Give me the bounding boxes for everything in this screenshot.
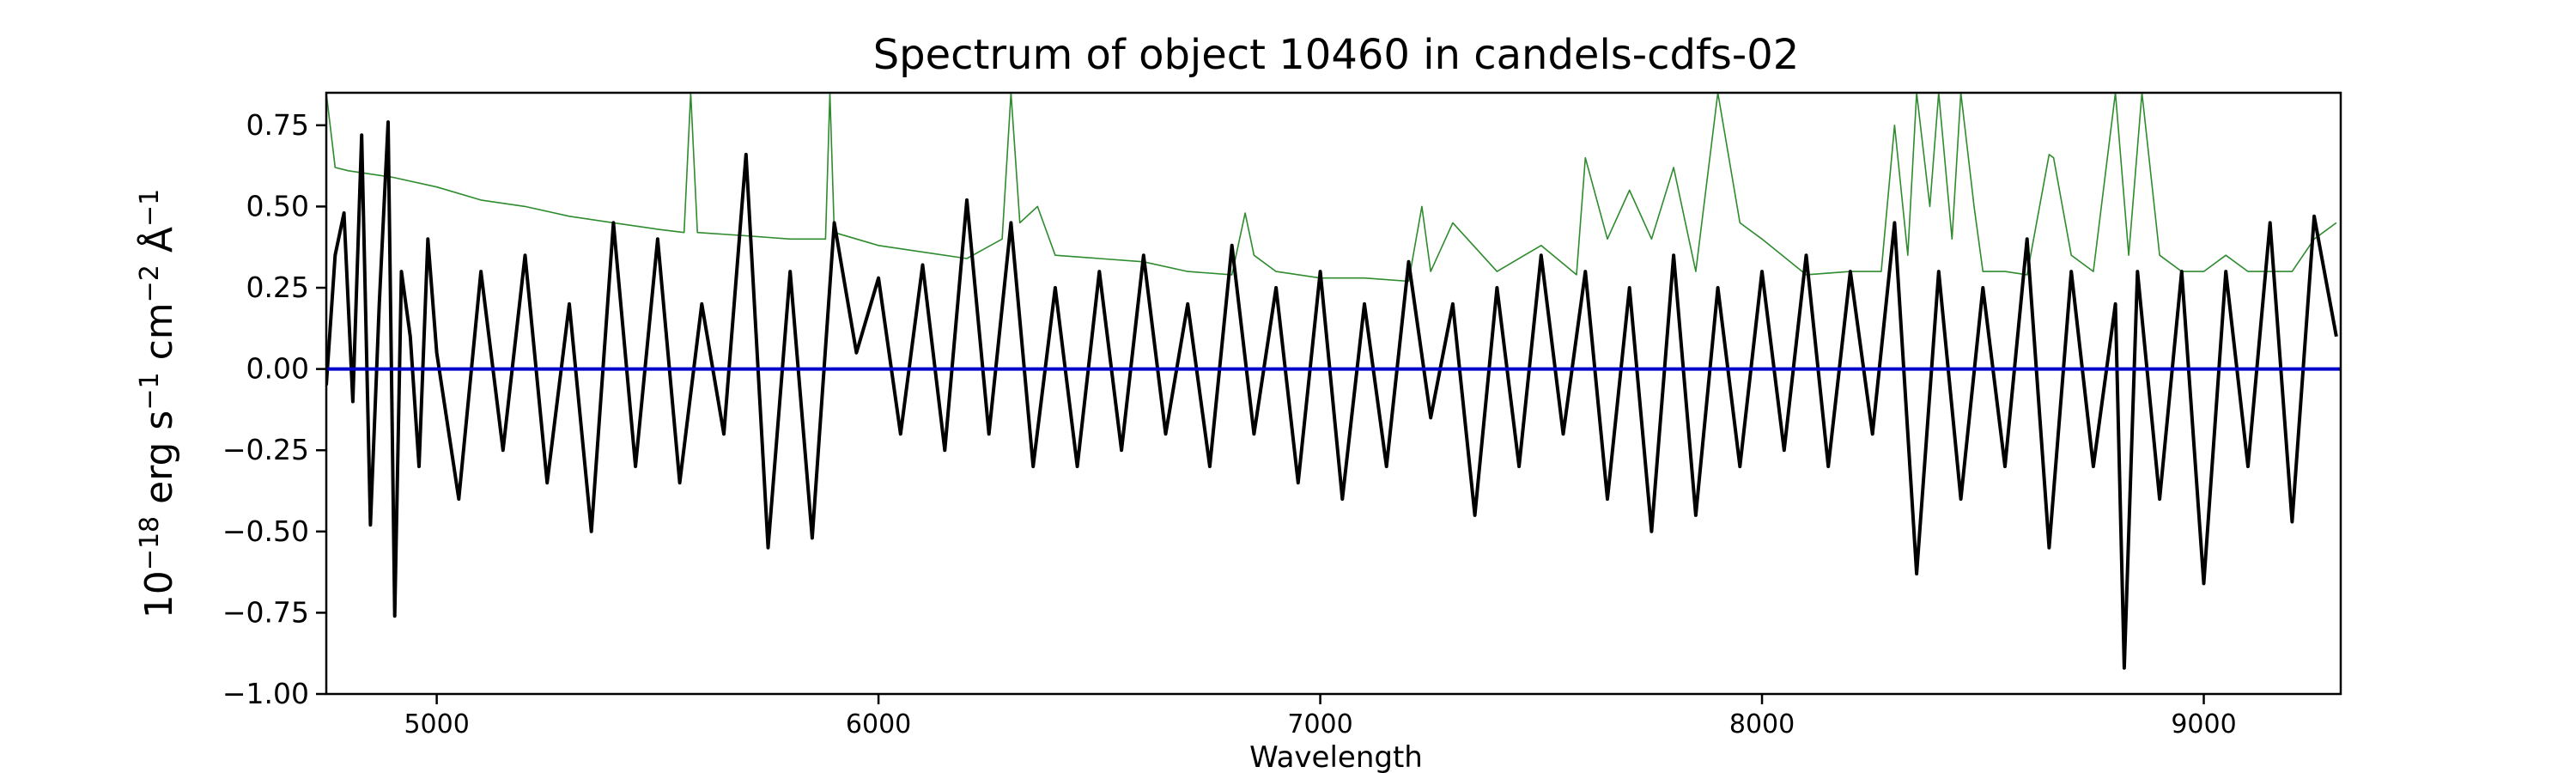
y-tick-label: 0.25 xyxy=(246,271,309,304)
x-tick-label: 5000 xyxy=(404,709,469,740)
y-tick-label: −1.00 xyxy=(222,677,309,710)
plot-frame xyxy=(325,91,2342,696)
x-tick-label: 6000 xyxy=(846,709,911,740)
y-tick-label: −0.50 xyxy=(222,514,309,548)
y-tick-label: −0.75 xyxy=(222,595,309,629)
x-tick-label: 7000 xyxy=(1287,709,1352,740)
svg-text:10−18 erg s−1 cm−2 Å−1: 10−18 erg s−1 cm−2 Å−1 xyxy=(135,189,181,618)
series-line-observed-flux xyxy=(326,120,2338,670)
y-tick-label: 0.75 xyxy=(246,108,309,142)
plot-area: 5000 6000 7000 8000 9000 −1.00 −0.75 −0.50 −0.2… xyxy=(222,91,2342,740)
y-tick-label: 0.00 xyxy=(246,352,309,386)
x-axis-label: Wavelength xyxy=(1249,740,1423,773)
chart-title: Spectrum of object 10460 in candels-cdfs… xyxy=(873,31,1800,79)
x-tick-label: 8000 xyxy=(1729,709,1795,740)
y-tick-label: 0.50 xyxy=(246,189,309,222)
series-line-model-continuum xyxy=(326,93,2337,283)
y-tick-label: −0.25 xyxy=(222,433,309,466)
x-tick-label: 9000 xyxy=(2171,709,2236,740)
y-axis-label: 10−18 erg s−1 cm−2 Å−1 xyxy=(135,189,181,618)
